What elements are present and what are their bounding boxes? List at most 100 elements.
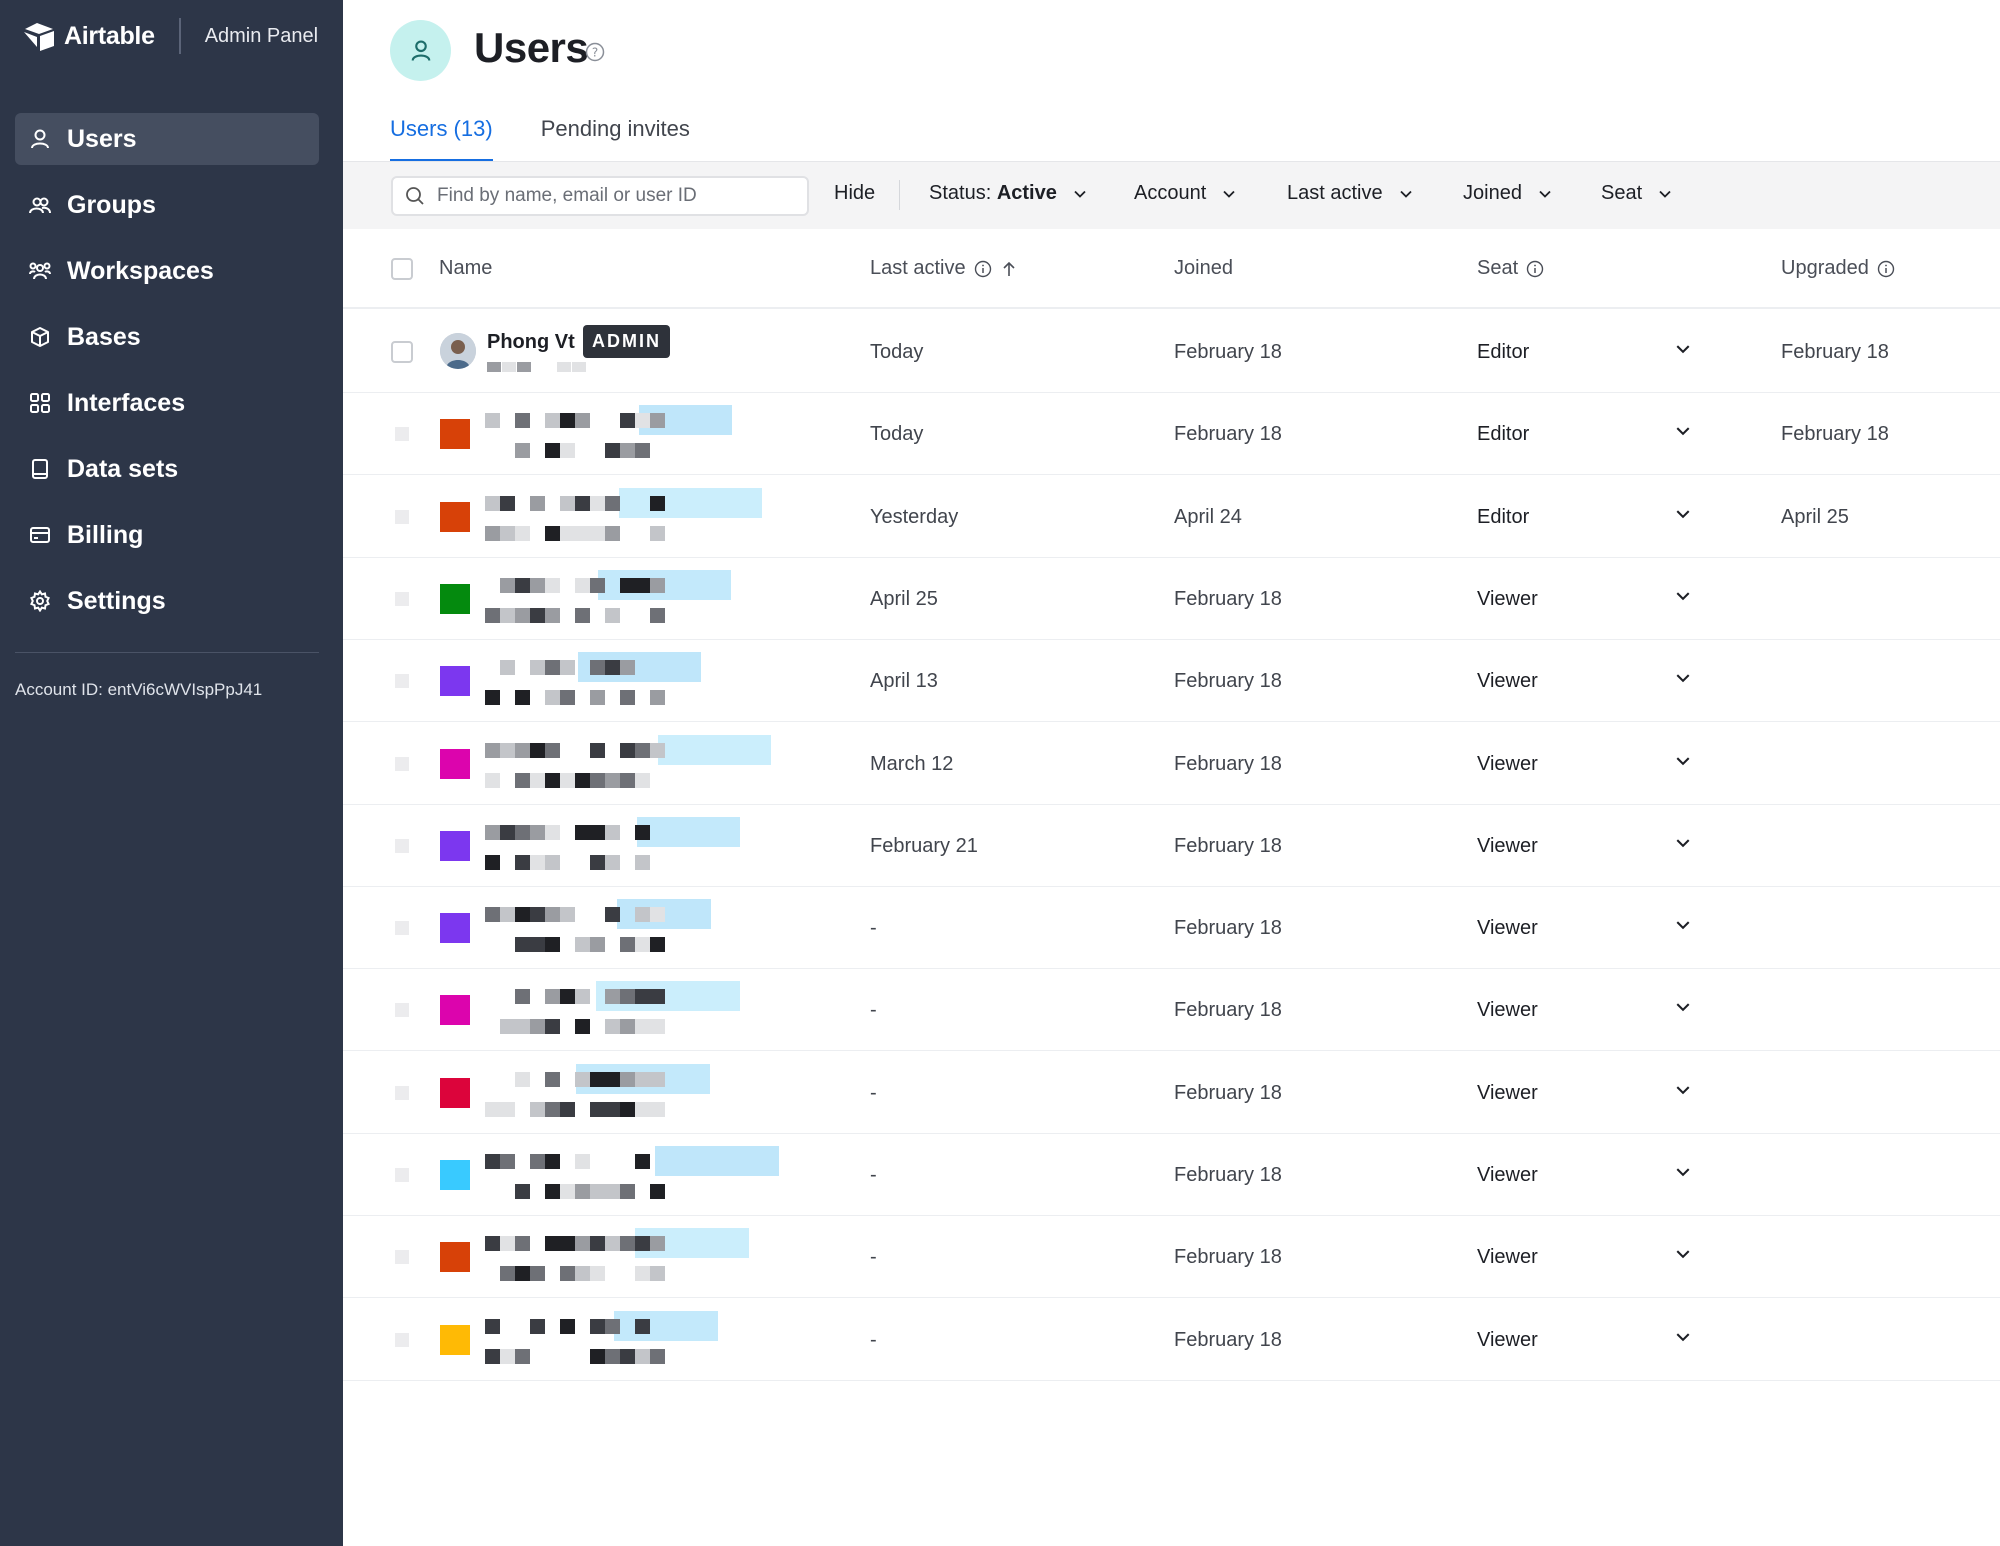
joined-cell: February 18 <box>1174 588 1282 610</box>
joined-cell: February 18 <box>1174 999 1282 1021</box>
seat-dropdown-chevron-icon[interactable] <box>1675 1246 1691 1267</box>
last-active-cell: Today <box>870 341 924 363</box>
row-checkbox[interactable] <box>395 1003 409 1017</box>
row-checkbox[interactable] <box>395 1086 409 1100</box>
sidebar-item-groups[interactable]: Groups <box>15 179 319 231</box>
column-joined[interactable]: Joined <box>1174 257 1233 280</box>
info-icon[interactable] <box>1877 260 1895 278</box>
sidebar-item-users[interactable]: Users <box>15 113 319 165</box>
row-checkbox[interactable] <box>395 592 409 606</box>
seat-dropdown-chevron-icon[interactable] <box>1675 423 1691 444</box>
table-row[interactable]: Yesterday April 24 Editor April 25 <box>343 476 2000 558</box>
redacted-pixel <box>515 1349 530 1364</box>
sidebar-item-billing[interactable]: Billing <box>15 509 319 561</box>
row-checkbox[interactable] <box>395 921 409 935</box>
sidebar-item-interfaces[interactable]: Interfaces <box>15 377 319 429</box>
table-row[interactable]: - February 18 Viewer <box>343 1134 2000 1216</box>
redacted-pixel <box>530 578 545 593</box>
table-row[interactable]: - February 18 Viewer <box>343 1299 2000 1381</box>
column-name[interactable]: Name <box>439 257 492 280</box>
redacted-pixel <box>485 825 500 840</box>
table-row[interactable]: - February 18 Viewer <box>343 887 2000 969</box>
table-row[interactable]: - February 18 Viewer <box>343 969 2000 1051</box>
sidebar-item-workspaces[interactable]: Workspaces <box>15 245 319 297</box>
row-checkbox[interactable] <box>395 1333 409 1347</box>
seat-dropdown-chevron-icon[interactable] <box>1675 1329 1691 1350</box>
sidebar-item-label: Data sets <box>67 454 179 483</box>
status-filter[interactable]: Status: Active <box>929 182 1087 205</box>
redacted-pixel <box>560 1102 575 1117</box>
row-checkbox[interactable] <box>395 510 409 524</box>
redacted-pixel <box>545 443 560 458</box>
seat-dropdown-chevron-icon[interactable] <box>1675 999 1691 1020</box>
brand: Airtable Admin Panel <box>22 14 318 58</box>
seat-dropdown-chevron-icon[interactable] <box>1675 1164 1691 1185</box>
help-icon[interactable]: ? <box>585 42 605 67</box>
column-upgraded[interactable]: Upgraded <box>1781 257 1895 280</box>
row-checkbox[interactable] <box>395 674 409 688</box>
seat-cell: Viewer <box>1477 1329 1538 1351</box>
column-seat[interactable]: Seat <box>1477 257 1544 280</box>
cube-icon <box>29 326 51 348</box>
table-row[interactable]: Phong Vt ADMIN Today February 18 Editor Febru… <box>343 311 2000 393</box>
user-avatar <box>440 995 470 1025</box>
table-row[interactable]: April 13 February 18 Viewer <box>343 640 2000 722</box>
column-last-active[interactable]: Last active <box>870 257 1018 280</box>
seat-dropdown-chevron-icon[interactable] <box>1675 753 1691 774</box>
sidebar-item-data-sets[interactable]: Data sets <box>15 443 319 495</box>
redacted-pixel <box>620 578 635 593</box>
row-checkbox[interactable] <box>391 341 413 363</box>
redacted-pixel <box>515 743 530 758</box>
redacted-pixel <box>485 907 500 922</box>
redacted-pixel <box>590 773 605 788</box>
select-all-checkbox[interactable] <box>391 258 413 280</box>
seat-dropdown-chevron-icon[interactable] <box>1675 670 1691 691</box>
row-checkbox[interactable] <box>395 1250 409 1264</box>
seat-filter[interactable]: Seat <box>1601 182 1672 205</box>
airtable-logo[interactable]: Airtable <box>22 21 155 51</box>
sidebar: Airtable Admin Panel Users Groups Worksp… <box>0 0 343 1546</box>
seat-dropdown-chevron-icon[interactable] <box>1675 341 1691 362</box>
user-name[interactable]: Phong Vt <box>487 331 575 353</box>
row-checkbox[interactable] <box>395 1168 409 1182</box>
sidebar-item-bases[interactable]: Bases <box>15 311 319 363</box>
sort-arrow-up-icon[interactable] <box>1000 260 1018 278</box>
redacted-pixel <box>635 1019 650 1034</box>
table-row[interactable]: March 12 February 18 Viewer <box>343 723 2000 805</box>
hide-button[interactable]: Hide <box>834 182 875 205</box>
table-row[interactable]: Today February 18 Editor February 18 <box>343 393 2000 475</box>
account-filter[interactable]: Account <box>1134 182 1236 205</box>
table-row[interactable]: February 21 February 18 Viewer <box>343 805 2000 887</box>
tab-pending-invites[interactable]: Pending invites <box>540 116 690 141</box>
redacted-pixel <box>515 855 530 870</box>
table-row[interactable]: April 25 February 18 Viewer <box>343 558 2000 640</box>
row-checkbox[interactable] <box>395 757 409 771</box>
info-icon[interactable] <box>1526 260 1544 278</box>
redacted-pixel <box>635 1266 650 1281</box>
tab-users[interactable]: Users (13) <box>390 116 493 162</box>
seat-dropdown-chevron-icon[interactable] <box>1675 506 1691 527</box>
redacted-pixel <box>560 526 575 541</box>
joined-filter[interactable]: Joined <box>1463 182 1552 205</box>
seat-dropdown-chevron-icon[interactable] <box>1675 835 1691 856</box>
redacted-pixel <box>575 496 590 511</box>
row-checkbox[interactable] <box>395 839 409 853</box>
last-active-filter[interactable]: Last active <box>1287 182 1413 205</box>
search-input[interactable] <box>435 184 779 208</box>
seat-dropdown-chevron-icon[interactable] <box>1675 917 1691 938</box>
redacted-pixel <box>590 1072 605 1087</box>
table-row[interactable]: - February 18 Viewer <box>343 1052 2000 1134</box>
redacted-pixel <box>620 743 635 758</box>
redacted-pixel <box>485 1154 500 1169</box>
seat-dropdown-chevron-icon[interactable] <box>1675 1082 1691 1103</box>
redacted-pixel <box>500 1154 515 1169</box>
last-active-cell: Today <box>870 423 924 445</box>
row-checkbox[interactable] <box>395 427 409 441</box>
seat-cell: Editor <box>1477 506 1530 528</box>
info-icon[interactable] <box>974 260 992 278</box>
seat-dropdown-chevron-icon[interactable] <box>1675 588 1691 609</box>
redacted-pixel <box>485 608 500 623</box>
table-row[interactable]: - February 18 Viewer <box>343 1216 2000 1298</box>
sidebar-item-settings[interactable]: Settings <box>15 575 319 627</box>
redacted-pixel <box>530 1019 545 1034</box>
